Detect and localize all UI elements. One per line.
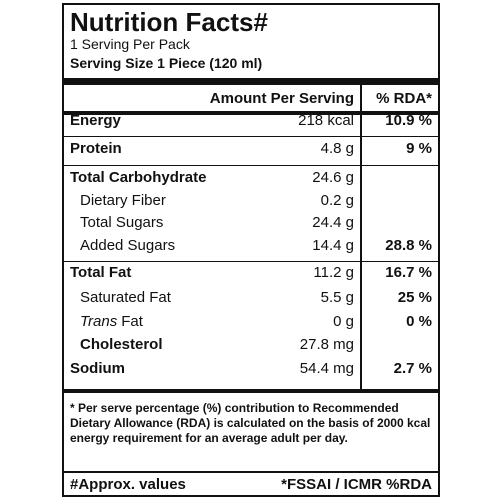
nutrient-name: Total Fat bbox=[70, 264, 131, 281]
rda: 9 % bbox=[406, 140, 432, 157]
amount: 24.4 g bbox=[312, 214, 354, 231]
footer-note: #Approx. values bbox=[70, 476, 186, 493]
row-divider bbox=[64, 165, 438, 166]
nutrient-name-text: Total Carbohydrate bbox=[70, 169, 207, 186]
nutrient-name: Added Sugars bbox=[80, 237, 175, 254]
servings: 1 Serving Per Pack bbox=[70, 36, 190, 52]
amount: 11.2 g bbox=[313, 264, 354, 281]
amount: 14.4 g bbox=[312, 237, 354, 254]
rda: 25 % bbox=[397, 289, 432, 306]
nutrient-name: Total Sugars bbox=[80, 214, 163, 231]
amount: 24.6 g bbox=[312, 169, 354, 186]
amount: 4.8 g bbox=[320, 140, 354, 157]
title: Nutrition Facts# bbox=[70, 7, 268, 37]
divider bbox=[64, 471, 438, 473]
nutrient-name-italic: Trans bbox=[80, 313, 118, 330]
amount: 0.2 g bbox=[320, 192, 354, 209]
nutrient-name-text: Total Fat bbox=[70, 264, 132, 281]
column-header: Amount Per Serving bbox=[209, 90, 354, 107]
nutrient-name-text: Protein bbox=[70, 140, 122, 157]
serving-size: Serving Size 1 Piece (120 ml) bbox=[70, 55, 263, 71]
column-divider bbox=[360, 83, 362, 391]
nutrient-name: Cholesterol bbox=[80, 336, 163, 353]
row-divider bbox=[64, 136, 438, 137]
amount: 0 g bbox=[333, 313, 354, 330]
nutrient-name-text: Added Sugars bbox=[80, 237, 176, 254]
footnote: * Per serve percentage (%) contribution … bbox=[70, 401, 431, 445]
nutrient-name: Protein bbox=[70, 140, 122, 157]
nutrient-name-text: Sodium bbox=[70, 360, 125, 377]
rda: 2.7 % bbox=[393, 360, 432, 377]
amount: 5.5 g bbox=[320, 289, 354, 306]
rda: 10.9 % bbox=[385, 112, 432, 129]
divider bbox=[64, 111, 438, 115]
nutrient-name-text: Energy bbox=[70, 112, 121, 129]
column-header: % RDA* bbox=[376, 90, 432, 107]
nutrient-name-text: Fat bbox=[121, 313, 143, 330]
row-divider bbox=[64, 261, 438, 262]
amount: 54.4 mg bbox=[299, 360, 354, 377]
nutrient-name-text: Total Sugars bbox=[80, 214, 164, 231]
amount: 27.8 mg bbox=[299, 336, 354, 353]
nutrient-name-text: Saturated Fat bbox=[80, 289, 171, 306]
nutrient-name: Energy bbox=[70, 112, 121, 129]
nutrient-name-text: Dietary Fiber bbox=[80, 192, 166, 209]
footer-source: *FSSAI / ICMR %RDA bbox=[281, 476, 432, 493]
amount: 218 kcal bbox=[298, 112, 354, 129]
nutrient-name: Dietary Fiber bbox=[80, 192, 166, 209]
nutrient-name: Trans Fat bbox=[80, 313, 143, 330]
nutrient-name: Saturated Fat bbox=[80, 289, 171, 306]
divider bbox=[64, 78, 438, 85]
nutrient-name-text: Cholesterol bbox=[80, 336, 163, 353]
nutrient-name: Sodium bbox=[70, 360, 125, 377]
nutrient-name: Total Carbohydrate bbox=[70, 169, 206, 186]
nutrition-label: Nutrition Facts# 1 Serving Per Pack Serv… bbox=[62, 3, 440, 497]
divider bbox=[64, 389, 438, 393]
rda: 16.7 % bbox=[385, 264, 432, 281]
rda: 28.8 % bbox=[385, 237, 432, 254]
rda: 0 % bbox=[406, 313, 432, 330]
